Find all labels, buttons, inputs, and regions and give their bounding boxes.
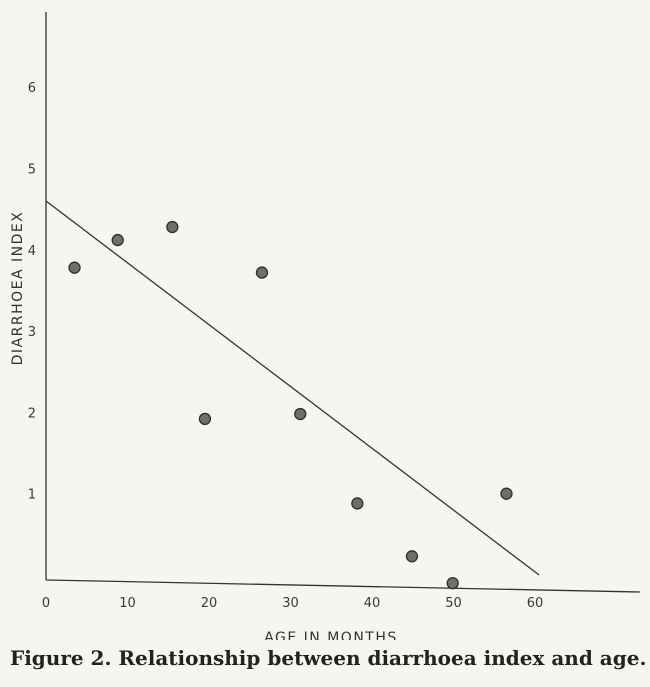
- y-tick-label: 3: [28, 325, 36, 340]
- y-tick-label: 6: [28, 81, 36, 96]
- data-point: [68, 261, 81, 274]
- figure-caption: Figure 2. Relationship between diarrhoea…: [10, 646, 647, 670]
- data-point: [405, 550, 419, 563]
- y-tick-labels: 1 2 3 4 5 6: [28, 81, 36, 503]
- x-tick-label: 30: [282, 596, 299, 611]
- y-tick-label: 4: [28, 244, 36, 259]
- data-point: [198, 412, 212, 426]
- data-point: [166, 220, 179, 234]
- scatter-plot: 0 10 20 30 40 50 60 1 2 3 4 5 6 AGE IN MONTHS DIARR…: [10, 12, 641, 640]
- trend-line: [45, 200, 540, 576]
- x-tick-label: 0: [42, 596, 50, 611]
- x-tick-label: 50: [445, 596, 462, 611]
- x-tick-label: 60: [527, 596, 544, 611]
- y-tick-label: 5: [28, 163, 36, 178]
- y-tick-label: 2: [28, 406, 36, 421]
- x-axis-title: AGE IN MONTHS: [264, 630, 398, 640]
- y-tick-label: 1: [28, 488, 36, 503]
- data-point: [255, 266, 269, 279]
- data-point: [500, 487, 513, 500]
- data-point: [446, 576, 459, 590]
- data-points: [68, 220, 513, 590]
- x-tick-label: 10: [119, 596, 136, 611]
- data-point: [294, 407, 307, 421]
- x-tick-labels: 0 10 20 30 40 50 60: [42, 596, 543, 611]
- x-tick-label: 20: [201, 596, 218, 611]
- x-axis-line: [45, 579, 641, 593]
- x-tick-label: 40: [364, 596, 381, 611]
- y-axis-title: DIARRHOEA INDEX: [10, 211, 26, 366]
- data-point: [351, 497, 364, 510]
- data-point: [111, 233, 124, 247]
